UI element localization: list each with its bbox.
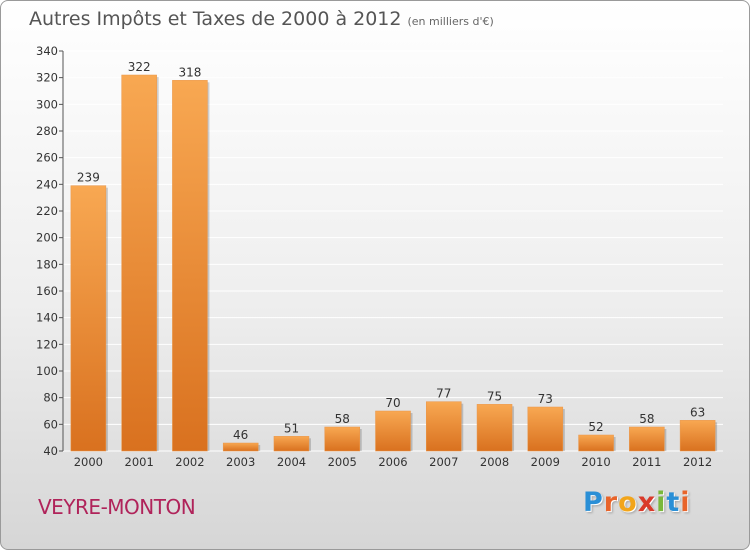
y-tick-label: 100: [36, 364, 58, 378]
y-tick-label: 320: [36, 71, 58, 85]
x-tick-label-2001: 2001: [125, 455, 154, 469]
bar-2004: [273, 436, 310, 452]
x-tick-label-2010: 2010: [581, 455, 610, 469]
bar-2006: [375, 410, 411, 452]
chart-title: Autres Impôts et Taxes de 2000 à 2012 (en…: [29, 8, 494, 30]
bar-2003: [222, 442, 259, 452]
logo-letter: x: [637, 487, 657, 518]
y-tick-label: 340: [36, 44, 58, 58]
y-tick-label: 40: [43, 444, 58, 458]
y-axis-ticks: 40 60 80 100 120 140 160 180 200 220 240 260 280 300 3…: [36, 44, 64, 458]
data-label-2010: 52: [588, 420, 603, 434]
logo-letter: o: [618, 487, 638, 518]
bar-2010: [578, 434, 614, 452]
y-tick-label: 200: [36, 231, 58, 245]
y-tick-label: 140: [36, 311, 58, 325]
commune-name: VEYRE-MONTON: [38, 495, 196, 519]
data-label-2006: 70: [385, 396, 400, 410]
x-tick-label-2006: 2006: [378, 455, 407, 469]
bar-2007: [426, 401, 462, 452]
x-tick-label-2002: 2002: [175, 455, 204, 469]
data-label-2005: 58: [335, 412, 350, 426]
y-tick-label: 180: [36, 257, 58, 271]
logo-letter: P: [583, 487, 604, 518]
data-labels: 239 322 318 46 51 58 70 77 75 73 52 58 63: [77, 60, 705, 442]
y-tick-label: 160: [36, 284, 58, 298]
y-tick-label: 260: [36, 151, 58, 165]
data-label-2003: 46: [233, 428, 248, 442]
data-label-2009: 73: [538, 392, 553, 406]
x-tick-label-2009: 2009: [531, 455, 560, 469]
x-tick-label-2004: 2004: [277, 455, 306, 469]
data-label-2011: 58: [639, 412, 654, 426]
chart-title-text: Autres Impôts et Taxes de 2000 à 2012: [29, 8, 402, 30]
y-tick-label: 220: [36, 204, 58, 218]
data-label-2007: 77: [436, 387, 451, 401]
x-tick-label-2008: 2008: [480, 455, 509, 469]
data-label-2008: 75: [487, 389, 502, 403]
y-tick-label: 240: [36, 177, 58, 191]
y-tick-label: 60: [43, 417, 58, 431]
x-tick-label-2011: 2011: [632, 455, 661, 469]
x-tick-label-2012: 2012: [683, 455, 712, 469]
logo-letter: i: [680, 487, 691, 518]
logo-letter: i: [656, 487, 667, 518]
bar-2011: [629, 426, 665, 452]
bar-2005: [324, 426, 360, 452]
data-label-2002: 318: [178, 65, 201, 79]
grid-lines: [63, 50, 723, 452]
x-tick-label-2003: 2003: [226, 455, 255, 469]
x-tick-label-2007: 2007: [429, 455, 458, 469]
data-label-2000: 239: [77, 171, 100, 185]
y-tick-label: 280: [36, 124, 58, 138]
bar-2000: [70, 185, 107, 452]
x-tick-label-2005: 2005: [328, 455, 357, 469]
y-tick-label: 120: [36, 337, 58, 351]
logo-letter: t: [666, 487, 681, 518]
bars: [70, 74, 718, 452]
bar-2002: [172, 80, 208, 452]
data-label-2004: 51: [284, 421, 299, 435]
data-label-2012: 63: [690, 405, 705, 419]
bar-2008: [476, 404, 513, 452]
logo-letter: r: [603, 487, 619, 518]
y-tick-label: 80: [43, 391, 58, 405]
y-tick-label: 300: [36, 97, 58, 111]
proxiti-logo: Proxiti: [583, 487, 691, 518]
data-label-2001: 322: [128, 60, 151, 74]
bar-2009: [527, 406, 564, 452]
chart-subtitle: (en milliers d'€): [407, 15, 494, 28]
bar-2001: [121, 74, 157, 452]
x-axis-ticks: 2000 2001 2002 2003 2004 2005 2006 2007 2008 2009…: [74, 455, 713, 469]
x-tick-label-2000: 2000: [74, 455, 103, 469]
bar-2012: [679, 420, 716, 452]
